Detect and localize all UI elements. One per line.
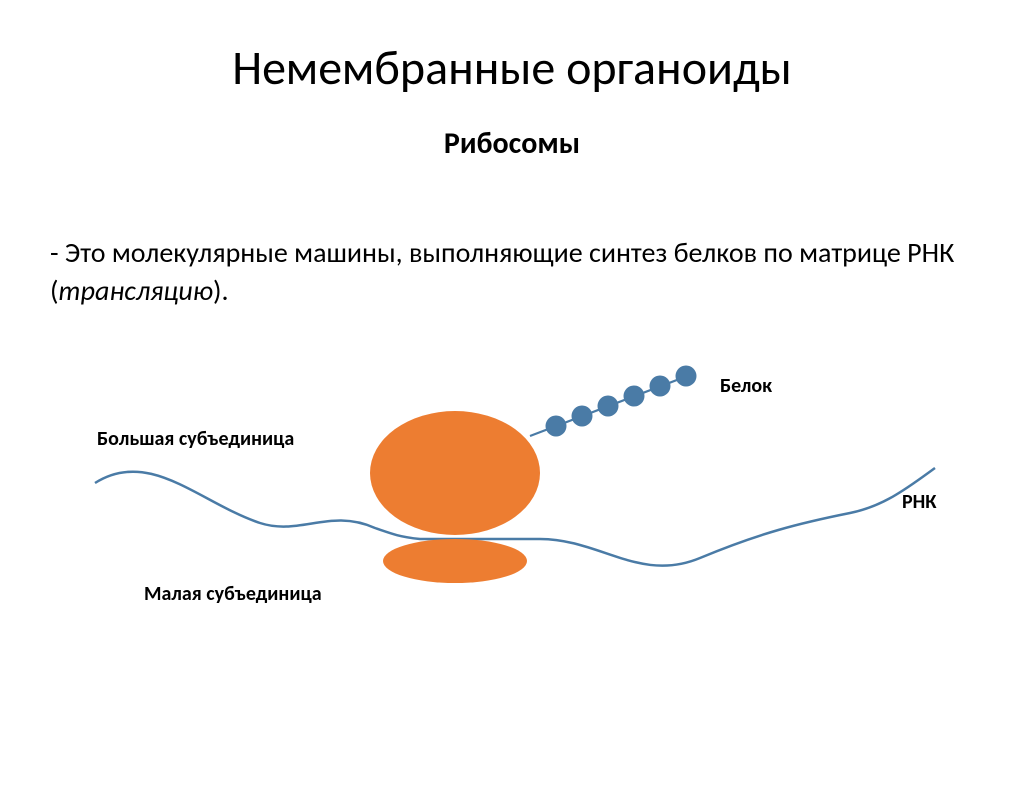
protein-bead <box>546 416 567 437</box>
large-subunit-shape <box>370 411 540 535</box>
subtitle: Рибосомы <box>0 125 1024 162</box>
description-suffix: ). <box>213 273 229 308</box>
protein-bead <box>598 396 619 417</box>
ribosome-diagram: Большая субъединица Малая субъединица Бе… <box>0 358 1024 708</box>
diagram-svg <box>0 358 1024 708</box>
label-large-subunit: Большая субъединица <box>97 427 294 451</box>
protein-bead <box>650 376 671 397</box>
small-subunit-shape <box>383 539 527 583</box>
protein-bead <box>676 366 697 387</box>
label-protein: Белок <box>720 374 772 398</box>
protein-bead <box>624 386 645 407</box>
label-small-subunit: Малая субъединица <box>144 582 322 606</box>
protein-bead <box>572 406 593 427</box>
description-italic: трансляцию <box>59 273 213 308</box>
label-rna: РНК <box>902 490 937 514</box>
description-text: - Это молекулярные машины, выполняющие с… <box>50 234 970 310</box>
page-title: Немембранные органоиды <box>0 38 1024 97</box>
